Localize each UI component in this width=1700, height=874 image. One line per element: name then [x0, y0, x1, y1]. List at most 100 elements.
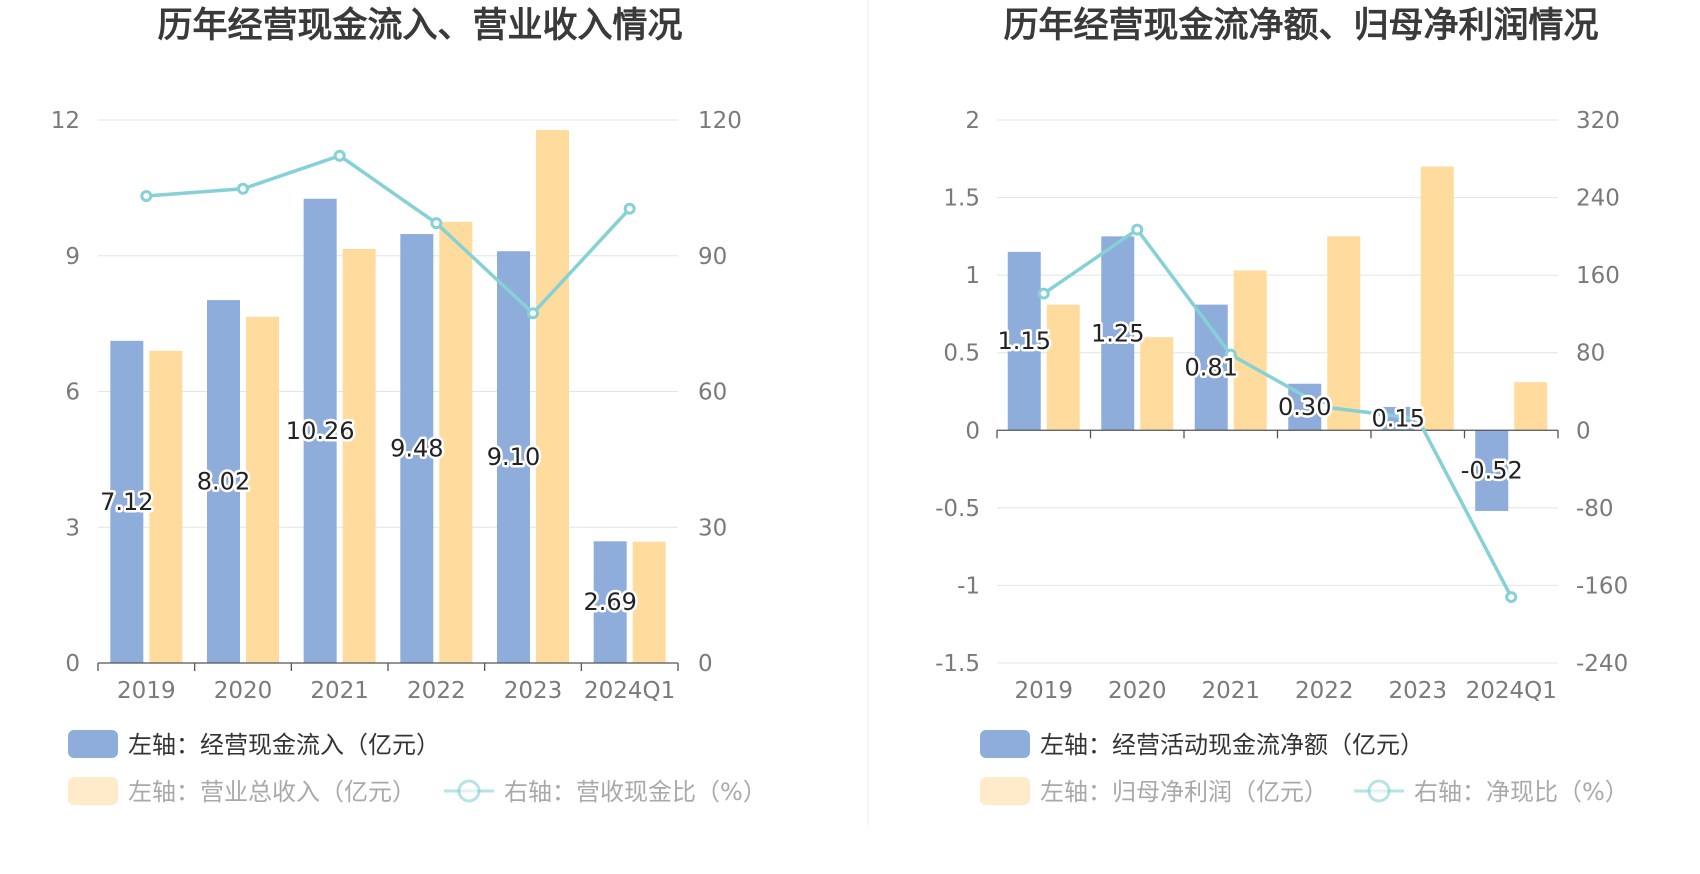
bar-data-label: -0.52 — [1461, 457, 1523, 485]
bar-data-label: 10.26 — [286, 417, 355, 445]
legend-item[interactable]: 左轴：归母净利润（亿元） — [980, 777, 1328, 806]
x-axis-category-label: 2022 — [1295, 678, 1354, 704]
bar-secondary[interactable] — [536, 129, 569, 663]
legend-item[interactable]: 左轴：经营现金流入（亿元） — [68, 730, 440, 759]
ratio-point[interactable] — [623, 202, 636, 215]
legend-label: 左轴：经营活动现金流净额（亿元） — [1040, 731, 1424, 759]
x-axis-category-label: 2023 — [504, 678, 563, 704]
ratio-line — [146, 153, 631, 316]
bar-data-label: 2.69 — [583, 588, 636, 616]
x-axis-category-label: 2019 — [1014, 678, 1073, 704]
bar-primary[interactable] — [593, 541, 627, 663]
bar-primary[interactable] — [400, 234, 434, 663]
x-axis-category-label: 2021 — [1201, 678, 1260, 704]
right-axis-tick-label: 80 — [1576, 341, 1605, 367]
right-axis-tick-label: 60 — [698, 380, 727, 406]
ratio-point[interactable] — [430, 217, 443, 230]
left-axis-tick-label: 3 — [65, 515, 80, 541]
legend-label: 左轴：归母净利润（亿元） — [1040, 778, 1328, 806]
legend-item[interactable]: 左轴：营业总收入（亿元） — [68, 777, 416, 806]
legend-swatch — [68, 730, 118, 758]
x-axis-category-label: 2023 — [1388, 678, 1447, 704]
bar-data-label: 9.10 — [487, 443, 540, 471]
ratio-point[interactable] — [333, 149, 346, 162]
ratio-point[interactable] — [1505, 591, 1518, 604]
bar-secondary[interactable] — [149, 350, 183, 663]
ratio-point[interactable] — [237, 182, 249, 195]
legend-swatch — [980, 777, 1030, 805]
bar-data-label: 8.02 — [197, 468, 250, 496]
right-axis-tick-label: -240 — [1576, 651, 1628, 677]
right-axis-tick-label: 240 — [1576, 186, 1620, 212]
left-axis-tick-label: 12 — [51, 108, 80, 134]
legend-swatch — [68, 777, 118, 805]
bar-primary[interactable] — [1101, 236, 1135, 431]
bar-secondary[interactable] — [342, 248, 376, 663]
x-axis-category-label: 2022 — [407, 678, 466, 704]
ratio-point[interactable] — [1037, 287, 1050, 300]
bar-primary[interactable] — [1194, 304, 1228, 431]
left-axis-tick-label: 0 — [965, 418, 980, 444]
left-axis-tick-label: 9 — [65, 244, 80, 270]
bar-secondary[interactable] — [1420, 166, 1454, 431]
bar-primary[interactable] — [497, 251, 530, 663]
bar-secondary[interactable] — [1140, 337, 1174, 431]
chart-title: 历年经营现金流净额、归母净利润情况 — [1003, 5, 1598, 46]
right-axis-tick-label: 320 — [1576, 108, 1620, 134]
bar-data-label: 7.12 — [100, 488, 153, 516]
legend-item[interactable]: 左轴：经营活动现金流净额（亿元） — [980, 730, 1424, 759]
bar-secondary[interactable] — [632, 541, 666, 663]
bar-secondary[interactable] — [1514, 382, 1548, 431]
x-axis-category-label: 2021 — [310, 678, 369, 704]
legend-swatch — [980, 730, 1030, 758]
right-axis-tick-label: 90 — [698, 244, 727, 270]
right-axis-tick-label: 30 — [698, 515, 727, 541]
bar-data-label: 0.15 — [1372, 405, 1425, 433]
right-axis-tick-label: 160 — [1576, 263, 1620, 289]
legend-label: 左轴：经营现金流入（亿元） — [128, 731, 440, 759]
legend-marker-icon — [457, 779, 481, 803]
right-axis-tick-label: 120 — [698, 108, 742, 134]
bar-secondary[interactable] — [439, 221, 473, 663]
ratio-point[interactable] — [1411, 412, 1424, 425]
ratio-point[interactable] — [1224, 348, 1237, 361]
ratio-point[interactable] — [1318, 401, 1331, 414]
right-axis-tick-label: -160 — [1576, 573, 1628, 599]
x-axis-category-label: 2020 — [214, 678, 273, 704]
bar-secondary[interactable] — [1327, 236, 1361, 431]
x-axis-category-label: 2024Q1 — [584, 678, 675, 704]
legend-item[interactable]: 右轴：净现比（%） — [1354, 778, 1629, 806]
left-axis-tick-label: -1.5 — [935, 651, 980, 677]
bar-primary[interactable] — [1381, 407, 1415, 431]
bar-primary[interactable] — [1475, 430, 1509, 511]
chart-panel-net-cash-flow-profit: 历年经营现金流净额、归母净利润情况 -1.5 -1 -0.5 0 0.5 1 1.5 2 -240… — [935, 5, 1629, 806]
bar-secondary[interactable] — [1046, 304, 1080, 431]
right-axis-tick-label: 0 — [698, 651, 713, 677]
bar-secondary[interactable] — [1233, 270, 1267, 431]
right-axis-tick-label: 0 — [1576, 418, 1591, 444]
bar-data-label: 0.30 — [1278, 393, 1331, 421]
ratio-point[interactable] — [1131, 223, 1144, 236]
left-axis-tick-label: 6 — [65, 380, 80, 406]
bar-data-label: 9.48 — [390, 435, 443, 463]
ratio-line — [1042, 227, 1513, 598]
bar-primary[interactable] — [207, 300, 240, 663]
ratio-point[interactable] — [140, 190, 153, 203]
bar-primary[interactable] — [303, 198, 337, 664]
legend-label: 右轴：营收现金比（%） — [504, 778, 767, 806]
left-axis-tick-label: 2 — [965, 108, 980, 134]
left-axis-tick-label: 1.5 — [943, 186, 980, 212]
ratio-point[interactable] — [527, 307, 539, 320]
bar-secondary[interactable] — [246, 316, 279, 663]
legend-label: 右轴：净现比（%） — [1414, 778, 1629, 806]
chart-title: 历年经营现金流入、营业收入情况 — [157, 5, 682, 46]
right-axis-tick-label: -80 — [1576, 496, 1614, 522]
x-axis-category-label: 2024Q1 — [1466, 678, 1557, 704]
legend-item[interactable]: 右轴：营收现金比（%） — [444, 778, 767, 806]
left-axis-tick-label: -1 — [957, 573, 980, 599]
bar-primary[interactable] — [110, 340, 144, 663]
bar-primary[interactable] — [1007, 251, 1041, 431]
left-axis-tick-label: 0 — [65, 651, 80, 677]
